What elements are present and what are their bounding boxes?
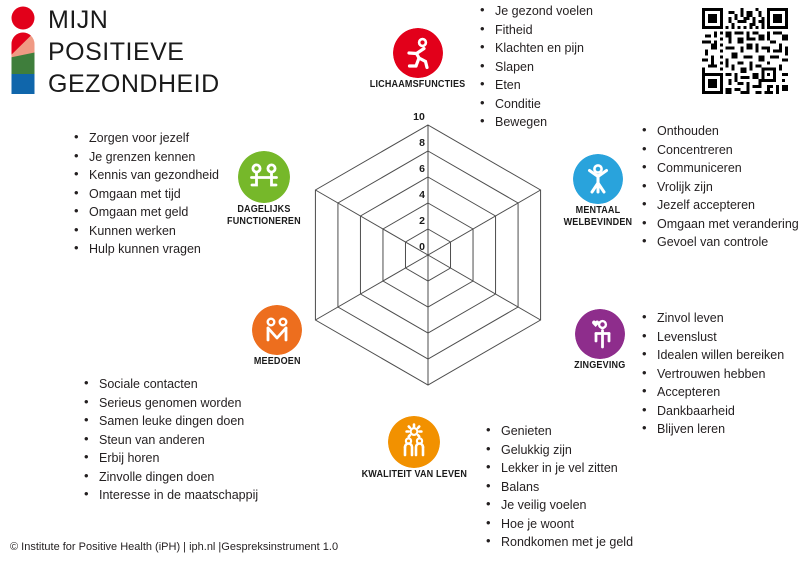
list-item: Accepteren [640,382,784,402]
radar-tick-8: 8 [419,137,425,149]
list-item: Serieus genomen worden [82,393,258,413]
list-item: Dankbaarheid [640,401,784,421]
positive-health-spiderweb-chart[interactable]: 10 8 6 4 2 0 [288,95,568,405]
domain-meedoen[interactable]: MEEDOEN Sociale contacten Serieus genome… [72,305,372,505]
running-person-icon[interactable] [393,28,443,78]
domain-mentaal-welbevinden[interactable]: MENTAAL WELBEVINDEN Onthouden Concentrer… [560,121,799,252]
list-item: Conditie [478,94,593,114]
list-item: Genieten [484,421,633,441]
list-item: Fitheid [478,20,593,40]
list-item: Interesse in de maatschappij [82,485,258,505]
logo-mark-icon [11,6,35,94]
list-item: Je grenzen kennen [72,147,219,167]
radar-tick-labels: 10 8 6 4 2 0 [413,111,425,253]
domain-items-meedoen: Sociale contacten Serieus genomen worden… [82,374,258,505]
list-item: Omgaan met verandering [640,214,799,234]
radar-tick-10: 10 [413,111,425,123]
list-item: Zinvolle dingen doen [82,467,258,487]
list-item: Jezelf accepteren [640,195,799,215]
domain-label-mentaal-welbevinden-line2: WELBEVINDEN [563,216,633,228]
radar-tick-0: 0 [419,241,425,253]
radar-axis-spokes [315,125,541,385]
list-item: Lekker in je vel zitten [484,458,633,478]
list-item: Omgaan met tijd [72,184,219,204]
domain-icon-group-lichaamsfuncties[interactable]: LICHAAMSFUNCTIES [370,28,466,90]
list-item: Idealen willen bereiken [640,345,784,365]
radar-tick-6: 6 [419,163,425,175]
list-item: Vertrouwen hebben [640,364,784,384]
domain-icon-group-zingeving[interactable]: ZINGEVING [564,309,636,371]
list-item: Gelukkig zijn [484,440,633,460]
domain-label-dagelijks-functioneren-line2: FUNCTIONEREN [227,215,301,227]
domain-zingeving[interactable]: ZINGEVING Zinvol leven Levenslust Ideale… [564,305,784,439]
list-item: Hulp kunnen vragen [72,239,219,259]
list-item: Je gezond voelen [478,1,593,21]
domain-icon-group-mentaal-welbevinden[interactable]: MENTAAL WELBEVINDEN [560,154,636,228]
list-item: Slapen [478,57,593,77]
two-people-table-icon[interactable] [237,151,290,203]
domain-label-lichaamsfuncties: LICHAAMSFUNCTIES [370,78,466,90]
list-item: Hoe je woont [484,514,633,534]
list-item: Communiceren [640,158,799,178]
qr-code-icon[interactable] [702,8,788,94]
domain-icon-group-kwaliteit-van-leven[interactable]: KWALITEIT VAN LEVEN [350,416,478,480]
list-item: Zorgen voor jezelf [72,128,219,148]
list-item: Onthouden [640,121,799,141]
list-item: Bewegen [478,112,593,132]
domain-label-dagelijks-functioneren-line1: DAGELIJKS [237,203,291,215]
person-arms-up-icon[interactable] [573,154,623,204]
list-item: Kunnen werken [72,221,219,241]
logo-line-3: GEZONDHEID [48,70,220,98]
radar-tick-2: 2 [419,215,425,227]
domain-items-zingeving: Zinvol leven Levenslust Idealen willen b… [640,308,784,439]
list-item: Samen leuke dingen doen [82,411,258,431]
list-item: Blijven leren [640,419,784,439]
brand-logo: MIJN POSITIEVE GEZONDHEID [8,6,238,101]
domain-icon-group-meedoen[interactable]: MEEDOEN [182,305,372,367]
list-item: Eten [478,75,593,95]
list-item: Steun van anderen [82,430,258,450]
two-people-m-icon[interactable] [252,305,302,355]
copyright-footer: © Institute for Positive Health (iPH) | … [10,541,339,553]
domain-label-kwaliteit-van-leven: KWALITEIT VAN LEVEN [361,468,467,480]
domain-dagelijks-functioneren[interactable]: Zorgen voor jezelf Je grenzen kennen Ken… [72,128,303,259]
domain-label-meedoen: MEEDOEN [253,355,301,367]
radar-tick-4: 4 [419,189,425,201]
domain-label-zingeving: ZINGEVING [574,359,626,371]
list-item: Sociale contacten [82,374,258,394]
list-item: Erbij horen [82,448,258,468]
list-item: Rondkomen met je geld [484,532,633,552]
list-item: Balans [484,477,633,497]
list-item: Zinvol leven [640,308,784,328]
domain-items-mentaal-welbevinden: Onthouden Concentreren Communiceren Vrol… [640,121,799,252]
list-item: Vrolijk zijn [640,177,799,197]
two-people-sun-icon[interactable] [388,416,440,468]
list-item: Omgaan met geld [72,202,219,222]
list-item: Concentreren [640,140,799,160]
domain-lichaamsfuncties[interactable]: LICHAAMSFUNCTIES Je gezond voelen Fithei… [370,1,593,132]
person-heart-icon[interactable] [575,309,625,359]
list-item: Klachten en pijn [478,38,593,58]
domain-label-mentaal-welbevinden-line1: MENTAAL [575,204,621,216]
domain-icon-group-dagelijks-functioneren[interactable]: DAGELIJKS FUNCTIONEREN [225,151,303,227]
domain-items-lichaamsfuncties: Je gezond voelen Fitheid Klachten en pij… [478,1,593,132]
domain-items-dagelijks-functioneren: Zorgen voor jezelf Je grenzen kennen Ken… [72,128,219,259]
list-item: Je veilig voelen [484,495,633,515]
domain-kwaliteit-van-leven[interactable]: KWALITEIT VAN LEVEN Genieten Gelukkig zi… [350,412,633,552]
logo-line-2: POSITIEVE [48,38,185,66]
list-item: Gevoel van controle [640,232,799,252]
list-item: Kennis van gezondheid [72,165,219,185]
logo-line-1: MIJN [48,6,109,34]
logo-wordmark: MIJN POSITIEVE GEZONDHEID [48,4,238,100]
list-item: Levenslust [640,327,784,347]
domain-items-kwaliteit-van-leven: Genieten Gelukkig zijn Lekker in je vel … [484,421,633,552]
